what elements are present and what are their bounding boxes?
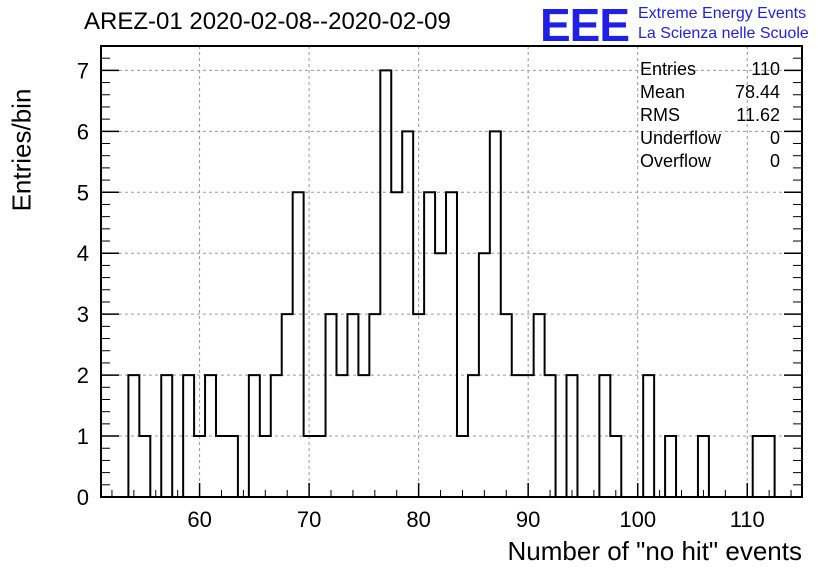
histogram-bin <box>391 192 402 497</box>
y-tick-label: 5 <box>77 180 89 205</box>
y-tick-label: 2 <box>77 363 89 388</box>
y-tick-label: 6 <box>77 119 89 144</box>
stats-value: 0 <box>769 151 780 171</box>
stats-row: Mean 78.44 <box>640 81 780 104</box>
histogram-bin <box>457 436 468 497</box>
histogram-bin <box>282 314 293 497</box>
y-tick-label: 4 <box>77 241 89 266</box>
stats-row: Entries 110 <box>640 58 780 81</box>
histogram-bin <box>698 436 709 497</box>
stats-label: Overflow <box>640 151 712 171</box>
histogram-bin <box>446 192 457 497</box>
x-tick-label: 60 <box>187 507 211 532</box>
x-tick-label: 110 <box>730 507 765 532</box>
x-tick-label: 90 <box>516 507 540 532</box>
y-tick-label: 1 <box>77 424 89 449</box>
histogram-bin <box>380 70 391 497</box>
y-tick-label: 7 <box>77 58 89 83</box>
eee-logo: EEE <box>540 0 630 51</box>
y-axis-label-box: Entries/bin <box>4 89 40 212</box>
axis-ticks: 60 70 80 90 100 110 0 1 2 3 4 5 6 7 <box>77 57 802 532</box>
stats-label: Underflow <box>640 128 722 148</box>
x-tick-label: 100 <box>619 507 656 532</box>
histogram-bin <box>764 436 775 497</box>
logo-caption-line1: Extreme Energy Events <box>638 5 807 22</box>
x-tick-label: 70 <box>297 507 321 532</box>
stats-box: Entries 110 Mean 78.44 RMS 11.62 Underflow 0… <box>640 58 780 173</box>
histogram-bin <box>260 436 271 497</box>
histogram-bin <box>315 436 326 497</box>
histogram-bin <box>139 436 150 497</box>
x-axis-label: Number of "no hit" events <box>507 536 803 566</box>
histogram-bin <box>610 436 621 497</box>
stats-label: Mean <box>640 82 686 102</box>
logo-caption: Extreme Energy Events La Scienza nelle S… <box>638 4 809 44</box>
histogram-bin <box>347 314 358 497</box>
histogram-bin <box>293 192 304 497</box>
histogram-series <box>127 69 776 498</box>
stats-row: Underflow 0 <box>640 127 780 150</box>
stats-row: Overflow 0 <box>640 150 780 173</box>
y-tick-label: 3 <box>77 302 89 327</box>
histogram-bin <box>326 314 337 497</box>
histogram-bin <box>665 436 676 497</box>
plot-frame <box>100 45 803 498</box>
y-axis-label: Entries/bin <box>6 88 37 212</box>
histogram-bin <box>216 436 227 497</box>
histogram-bin <box>424 192 435 497</box>
histogram-bin <box>534 314 545 497</box>
stats-value: 78.44 <box>734 82 780 102</box>
stats-label: RMS <box>640 105 680 125</box>
stats-value: 110 <box>751 59 780 79</box>
histogram-bin <box>369 314 380 497</box>
histogram-bin <box>753 436 764 497</box>
histogram-bin <box>501 314 512 497</box>
chart-title: AREZ-01 2020-02-08--2020-02-09 <box>84 8 451 35</box>
stats-value: 0 <box>769 128 780 148</box>
stats-value: 11.62 <box>736 105 780 125</box>
stats-label: Entries <box>640 59 697 79</box>
y-tick-label: 0 <box>77 485 89 510</box>
logo-caption-line2: La Scienza nelle Scuole <box>638 25 809 42</box>
histogram-bin <box>227 436 238 497</box>
x-tick-label: 80 <box>406 507 430 532</box>
stats-row: RMS 11.62 <box>640 104 780 127</box>
